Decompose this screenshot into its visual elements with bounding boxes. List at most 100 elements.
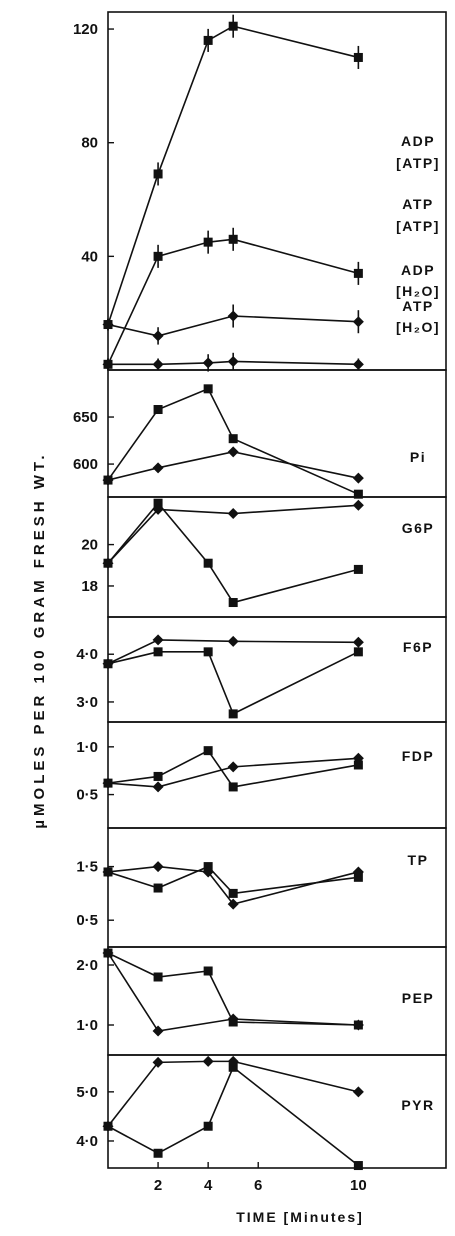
series-line-g6p-1 <box>107 504 359 564</box>
data-point-diamond <box>227 761 239 773</box>
data-point-square <box>203 1121 213 1131</box>
series-line-pi-1 <box>107 451 359 481</box>
y-tick-label-fdp: 1·0 <box>76 739 98 756</box>
y-tick-label-g6p: 18 <box>81 578 98 595</box>
data-point-diamond <box>152 781 164 793</box>
y-tick-label-tp: 0·5 <box>76 912 98 929</box>
data-point-diamond <box>352 358 364 370</box>
series-line-nucleotides-2 <box>107 315 359 337</box>
data-point-square <box>353 268 363 278</box>
data-point-diamond <box>227 1055 239 1067</box>
y-tick-label-tp: 1·5 <box>76 859 98 876</box>
series-line-fdp-1 <box>107 757 359 788</box>
data-point-square <box>153 405 163 415</box>
panel-frame-pep <box>107 946 447 1056</box>
data-point-square <box>153 972 163 982</box>
data-point-square <box>228 782 238 792</box>
x-tick-label: 6 <box>254 1177 262 1194</box>
data-point-diamond <box>152 1056 164 1068</box>
panel-frame-nucleotides <box>107 11 447 371</box>
data-point-diamond <box>152 634 164 646</box>
y-tick-label-g6p: 20 <box>81 537 98 554</box>
data-point-diamond <box>102 319 114 331</box>
data-point-square <box>203 647 213 657</box>
data-point-diamond <box>352 472 364 484</box>
data-point-diamond <box>152 503 164 515</box>
data-point-diamond <box>227 310 239 322</box>
data-point-square <box>353 1161 363 1171</box>
data-point-diamond <box>102 358 114 370</box>
data-point-square <box>153 1148 163 1158</box>
data-point-diamond <box>352 636 364 648</box>
y-tick-label-pep: 1·0 <box>76 1017 98 1034</box>
panel-frame-f6p <box>107 616 447 723</box>
data-point-square <box>153 251 163 261</box>
data-point-diamond <box>152 330 164 342</box>
data-point-square <box>203 237 213 247</box>
data-point-square <box>353 564 363 574</box>
data-point-diamond <box>352 316 364 328</box>
data-point-square <box>153 169 163 179</box>
data-point-square <box>153 883 163 893</box>
chart-frames <box>107 11 447 1169</box>
x-tick-label: 10 <box>350 1177 367 1194</box>
series-line-f6p-0 <box>107 651 359 715</box>
data-point-square <box>353 760 363 770</box>
data-point-diamond <box>152 358 164 370</box>
series-label-pyr: PYR <box>401 1097 434 1113</box>
data-point-square <box>153 647 163 657</box>
data-point-diamond <box>227 355 239 367</box>
series-label-g6p: G6P <box>402 520 435 536</box>
data-point-square <box>153 498 163 508</box>
y-tick-label-fdp: 0·5 <box>76 787 98 804</box>
data-point-square <box>228 1062 238 1072</box>
data-point-square <box>228 598 238 608</box>
data-point-diamond <box>202 357 214 369</box>
y-tick-label-nucleotides: 80 <box>81 135 98 152</box>
y-tick-label-pyr: 4·0 <box>76 1133 98 1150</box>
data-point-square <box>228 709 238 719</box>
data-point-diamond <box>352 499 364 511</box>
y-tick-label-f6p: 4·0 <box>76 646 98 663</box>
data-point-diamond <box>352 1086 364 1098</box>
chart-marks <box>102 14 364 1171</box>
x-tick-label: 4 <box>204 1177 213 1194</box>
data-point-square <box>203 35 213 45</box>
data-point-diamond <box>152 462 164 474</box>
data-point-diamond <box>227 446 239 458</box>
x-tick-label: 2 <box>154 1177 162 1194</box>
y-axis-title: µMOLES PER 100 GRAM FRESH WT. <box>31 451 48 828</box>
data-point-diamond <box>102 658 114 670</box>
series-label-nucleotides: ADP <box>401 262 435 278</box>
series-line-nucleotides-1 <box>107 238 359 365</box>
panel-frame-pi <box>107 369 447 498</box>
y-tick-label-nucleotides: 120 <box>73 21 98 38</box>
data-point-diamond <box>227 1013 239 1025</box>
x-axis-title: TIME [Minutes] <box>236 1209 364 1225</box>
data-point-square <box>203 746 213 756</box>
data-point-square <box>203 384 213 394</box>
data-point-diamond <box>102 947 114 959</box>
y-tick-label-pi: 650 <box>73 409 98 426</box>
y-tick-label-nucleotides: 40 <box>81 248 98 265</box>
series-label-nucleotides: [ATP] <box>396 218 440 234</box>
data-point-diamond <box>227 898 239 910</box>
data-point-diamond <box>102 1120 114 1132</box>
panel-frame-pyr <box>107 1054 447 1169</box>
series-label-nucleotides: [ATP] <box>396 155 440 171</box>
y-tick-label-f6p: 3·0 <box>76 694 98 711</box>
series-label-nucleotides: [H₂O] <box>396 319 440 335</box>
data-point-square <box>153 771 163 781</box>
data-point-square <box>228 234 238 244</box>
data-point-square <box>353 489 363 499</box>
data-point-diamond <box>152 861 164 873</box>
series-label-tp: TP <box>408 852 429 868</box>
data-point-diamond <box>102 557 114 569</box>
data-point-square <box>228 434 238 444</box>
data-point-diamond <box>202 866 214 878</box>
y-tick-label-pi: 600 <box>73 456 98 473</box>
series-line-pep-1 <box>107 952 359 1032</box>
series-label-nucleotides: ATP <box>402 196 433 212</box>
data-point-diamond <box>152 1025 164 1037</box>
